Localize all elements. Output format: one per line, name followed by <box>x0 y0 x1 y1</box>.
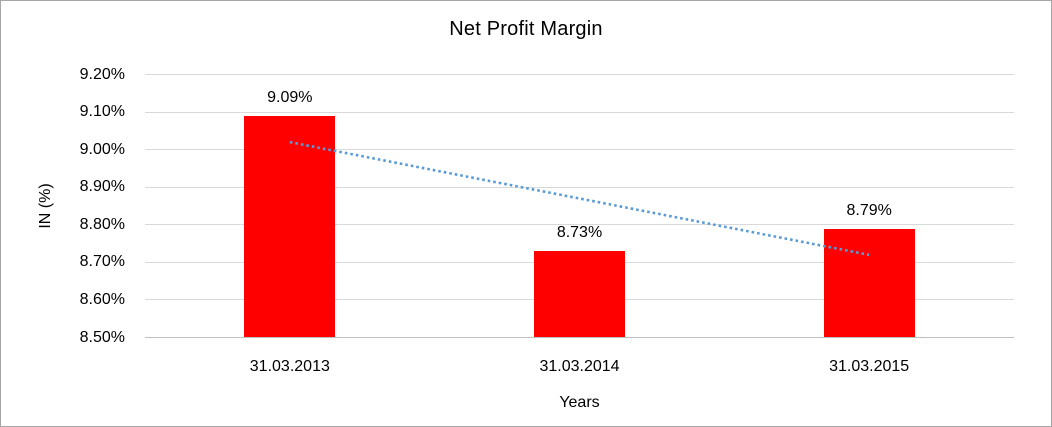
gridline <box>145 337 1014 338</box>
bar-data-label: 8.73% <box>556 224 603 242</box>
x-axis-tick-label: 31.03.2015 <box>829 358 910 375</box>
x-axis-title: Years <box>559 394 600 411</box>
bar-data-label: 8.79% <box>846 201 892 219</box>
y-axis-tick-label: 8.50% <box>79 328 125 346</box>
gridline <box>145 74 1014 75</box>
x-axis-tick-label: 31.03.2013 <box>249 358 330 375</box>
y-axis-tick-label: 8.60% <box>79 290 125 308</box>
y-axis-tick-label: 8.80% <box>79 215 125 233</box>
y-axis-tick-label: 8.90% <box>79 178 125 196</box>
y-axis-tick-label: 9.20% <box>79 65 125 83</box>
y-axis-tick-label: 9.00% <box>79 140 125 158</box>
bar-data-label: 9.09% <box>267 88 313 106</box>
bar-31.03.2015 <box>823 228 915 338</box>
bar-31.03.2014 <box>534 251 625 338</box>
chart-title: Net Profit Margin <box>449 18 603 40</box>
x-axis-tick-label: 31.03.2014 <box>539 358 620 375</box>
y-axis-tick-label: 9.10% <box>79 103 125 121</box>
bar-31.03.2013 <box>244 115 336 338</box>
y-axis-tick-label: 8.70% <box>79 253 125 271</box>
gridline <box>145 111 1014 113</box>
